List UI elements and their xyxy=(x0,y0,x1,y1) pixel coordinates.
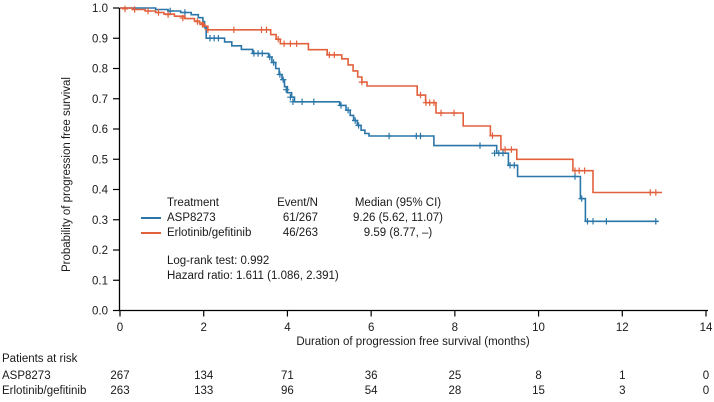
km-legend: Treatment Event/N Median (95% CI) ASP827… xyxy=(141,195,478,240)
y-tick-label: 0.4 xyxy=(92,185,109,197)
censor-marks-asp8273 xyxy=(167,7,659,225)
hazard-ratio-text: Hazard ratio: 1.611 (1.086, 2.391) xyxy=(167,269,339,282)
log-rank-text: Log-rank test: 0.992 xyxy=(167,255,270,267)
legend-row-erlotinib-gefitinib: Erlotinib/gefitinib 46/263 9.59 (8.77, –… xyxy=(141,225,478,240)
y-tick-label: 0.3 xyxy=(92,215,108,227)
asp8273-line-swatch xyxy=(141,216,161,219)
x-tick-label: 0 xyxy=(117,322,123,334)
legend-swatch-asp8273 xyxy=(141,216,167,219)
legend-header-median: Median (95% CI) xyxy=(354,196,442,209)
y-tick-label: 0.0 xyxy=(92,306,108,318)
risk-count: 96 xyxy=(281,385,294,397)
x-tick-label: 6 xyxy=(368,322,374,334)
legend-header-row: Treatment Event/N Median (95% CI) xyxy=(141,195,478,210)
curve-erlotinib-gefitinib xyxy=(120,7,662,194)
risk-count: 54 xyxy=(364,385,378,397)
risk-count: 15 xyxy=(532,385,545,397)
legend-median-asp8273: 9.26 (5.62, 11.07) xyxy=(353,211,443,224)
risk-count: 267 xyxy=(110,370,130,382)
risk-count: 3 xyxy=(619,385,626,397)
y-tick-label: 0.9 xyxy=(92,33,108,45)
risk-count: 0 xyxy=(702,370,710,382)
risk-count: 263 xyxy=(110,385,130,397)
risk-count: 1 xyxy=(619,370,626,382)
y-tick-label: 0.5 xyxy=(92,154,108,166)
y-tick-label: 0.6 xyxy=(92,124,108,136)
patients-at-risk-title: Patients at risk xyxy=(2,353,78,365)
legend-header-treatment: Treatment xyxy=(167,196,219,209)
x-tick-label: 8 xyxy=(452,322,458,334)
x-axis-label: Duration of progression free survival (m… xyxy=(296,336,530,348)
stats-block: Log-rank test: 0.992 Hazard ratio: 1.611… xyxy=(167,254,339,283)
legend-treatment-asp8273: ASP8273 xyxy=(167,211,216,224)
x-tick-label: 10 xyxy=(532,322,545,334)
y-tick-label: 0.2 xyxy=(92,245,108,257)
y-tick-label: 1.0 xyxy=(92,3,108,15)
x-tick-label: 4 xyxy=(284,322,291,334)
legend-median-erlotinib-gefitinib: 9.59 (8.77, –) xyxy=(363,226,433,239)
y-tick-label: 0.8 xyxy=(92,64,108,76)
legend-event-n-erlotinib-gefitinib: 46/263 xyxy=(282,226,318,239)
risk-row-label-erlotinib-gefitinib: Erlotinib/gefitinib xyxy=(2,385,87,397)
risk-count: 28 xyxy=(448,385,462,397)
risk-count: 25 xyxy=(448,370,462,382)
risk-count: 133 xyxy=(194,385,214,397)
y-tick-label: 0.7 xyxy=(92,94,108,106)
legend-event-n-asp8273: 61/267 xyxy=(282,211,318,224)
risk-count: 71 xyxy=(281,370,294,382)
x-tick-label: 12 xyxy=(616,322,629,334)
risk-row-label-asp8273: ASP8273 xyxy=(2,370,51,382)
risk-count: 134 xyxy=(194,370,214,382)
curve-asp8273 xyxy=(120,7,658,223)
risk-count: 8 xyxy=(535,370,542,382)
y-axis-label: Probability of progression free survival xyxy=(61,77,73,272)
risk-count: 0 xyxy=(702,385,710,397)
erlotinib-gefitinib-line-swatch xyxy=(141,231,161,234)
y-tick-label: 0.1 xyxy=(92,275,108,287)
x-tick-label: 14 xyxy=(700,322,713,334)
risk-count: 36 xyxy=(364,370,378,382)
legend-header-event-n: Event/N xyxy=(277,196,318,209)
censor-marks-erlotinib-gefitinib xyxy=(121,5,659,196)
legend-treatment-erlotinib-gefitinib: Erlotinib/gefitinib xyxy=(167,226,252,239)
legend-row-asp8273: ASP8273 61/267 9.26 (5.62, 11.07) xyxy=(141,210,478,225)
x-tick-label: 2 xyxy=(201,322,207,334)
legend-swatch-erlotinib-gefitinib xyxy=(141,231,167,234)
